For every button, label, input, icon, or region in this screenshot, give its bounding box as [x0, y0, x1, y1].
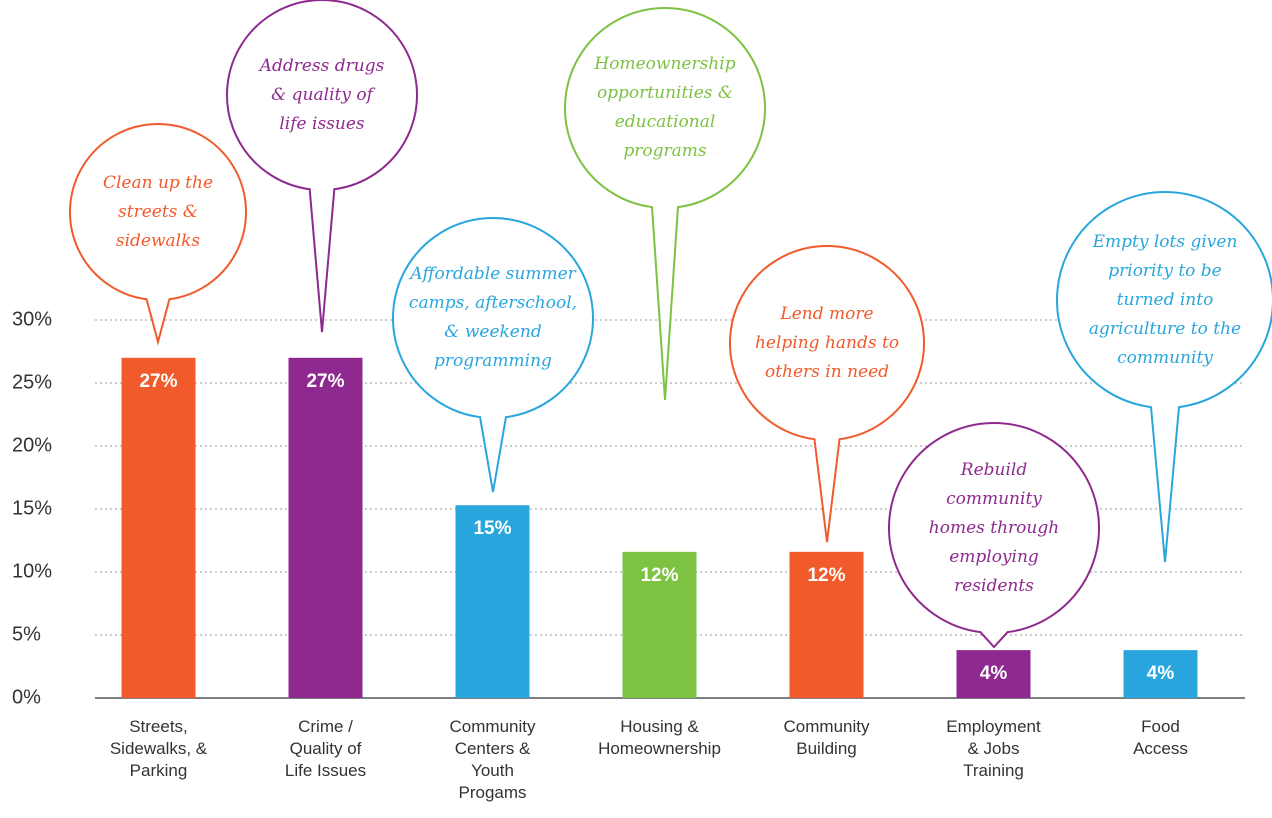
annotation: Clean up the streets & sidewalks: [102, 172, 214, 251]
bar: [455, 505, 530, 698]
speech-bubble: [69, 123, 247, 346]
speech-bubble: [888, 422, 1100, 649]
annotation: Empty lots given priority to be turned i…: [1088, 231, 1242, 368]
speech-bubble: [1056, 191, 1272, 563]
x-tick-label: Crime / Quality of Life Issues: [284, 717, 367, 780]
data-label: 4%: [1147, 663, 1175, 684]
x-tick-label: Employment & Jobs Training: [946, 717, 1041, 780]
x-tick-label: Housing & Homeownership: [598, 717, 721, 758]
y-tick-label: 0%: [12, 686, 41, 708]
y-tick-label: 20%: [12, 434, 52, 456]
annotation: Rebuild community homes through employin…: [928, 459, 1060, 596]
data-label: 12%: [640, 565, 678, 586]
speech-bubble: [392, 217, 594, 493]
bar: [288, 357, 363, 698]
bar: [956, 650, 1031, 698]
speech-bubble: [729, 245, 925, 543]
data-label: 4%: [980, 663, 1008, 684]
annotation: Affordable summer camps, afterschool, & …: [408, 264, 578, 371]
y-tick-label: 10%: [12, 560, 52, 582]
y-tick-label: 15%: [12, 497, 52, 519]
bar: [121, 357, 196, 698]
y-tick-label: 30%: [12, 308, 52, 330]
bar: [622, 551, 697, 698]
annotation: Homeownership opportunities & educationa…: [594, 54, 736, 161]
speech-bubble: [226, 0, 418, 333]
bar: [789, 551, 864, 698]
x-tick-label: Streets, Sidewalks, & Parking: [109, 717, 208, 780]
annotation: Address drugs & quality of life issues: [259, 55, 385, 134]
bar: [1123, 650, 1198, 698]
speech-bubble: [564, 7, 766, 401]
data-label: 12%: [807, 565, 845, 586]
y-tick-label: 25%: [12, 371, 52, 393]
x-tick-label: Community Centers & Youth Progams: [449, 717, 536, 802]
y-tick-label: 5%: [12, 623, 41, 645]
data-label: 27%: [306, 371, 344, 392]
data-label: 27%: [139, 371, 177, 392]
data-label: 15%: [473, 518, 511, 539]
annotation: Lend more helping hands to others in nee…: [754, 303, 900, 382]
x-tick-label: Food Access: [1133, 717, 1188, 758]
x-tick-label: Community Building: [783, 717, 870, 758]
